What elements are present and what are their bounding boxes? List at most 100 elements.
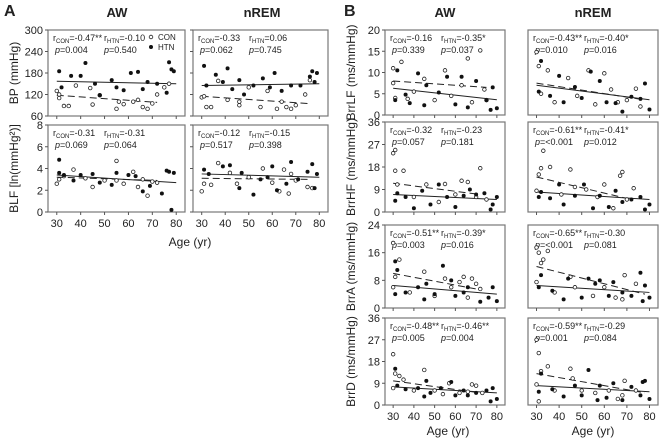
stat-r: r (390, 321, 393, 331)
chart-panel-B-BrrHF-nREM: rCON=-0.61** rHTN=-0.41*p=<0.001 p=0.012 (527, 121, 659, 215)
y-tick-label: 36 (368, 117, 380, 129)
con-data-point (568, 366, 573, 371)
htn-data-point (536, 195, 541, 199)
con-regression-line (56, 94, 158, 103)
htn-data-point (314, 171, 319, 176)
con-data-point (473, 281, 479, 286)
htn-data-point (449, 380, 454, 385)
stat-value: =0.012 (589, 137, 617, 147)
stat-value: =-0.61** (549, 125, 582, 135)
stat-value: =0.004 (446, 333, 474, 343)
p-con-stat: p=0.005 (391, 333, 425, 343)
stat-value: =-0.31 (119, 128, 145, 138)
htn-data-point (140, 87, 145, 92)
htn-data-point (202, 63, 207, 68)
htn-data-point (640, 299, 645, 304)
htn-data-point (114, 85, 119, 90)
htn-data-point (539, 59, 544, 64)
htn-data-point (539, 273, 544, 278)
htn-data-point (550, 387, 555, 392)
con-data-point (288, 106, 294, 112)
con-data-point (459, 83, 464, 88)
con-data-point (73, 83, 79, 88)
con-data-point (208, 104, 214, 110)
con-data-point (407, 290, 412, 295)
htn-data-point (227, 163, 232, 168)
con-data-point (432, 97, 437, 103)
p-htn-stat: p=0.064 (103, 140, 137, 150)
htn-data-point (539, 190, 544, 194)
con-data-point (199, 189, 204, 194)
con-data-point (538, 260, 544, 266)
panel-label-b: B (344, 3, 356, 20)
htn-data-point (424, 378, 429, 383)
con-data-point (552, 100, 557, 105)
y-tick-label: 4 (37, 164, 43, 176)
x-tick-label: 80 (491, 411, 503, 423)
con-data-point (602, 285, 607, 290)
con-data-point (114, 158, 119, 164)
htn-data-point (620, 398, 625, 403)
htn-data-point (572, 84, 577, 89)
stat-r: r (390, 125, 393, 135)
con-data-point (131, 99, 136, 104)
htn-data-point (436, 90, 441, 95)
con-data-point (288, 171, 294, 177)
x-tick-label: 40 (553, 411, 565, 423)
stat-r: r (198, 128, 201, 138)
p-htn-stat: p=0.004 (440, 333, 474, 343)
p-con-stat: p=0.062 (199, 45, 233, 55)
stat-group: CON (536, 234, 549, 240)
con-data-point (457, 279, 462, 285)
stat-value: =-0.39* (456, 228, 486, 238)
con-data-point (440, 391, 446, 397)
htn-data-point (597, 79, 602, 83)
x-tick-label: 30 (51, 218, 63, 230)
stat-p: p (440, 333, 446, 343)
htn-data-point (642, 81, 647, 86)
con-data-point (568, 167, 573, 172)
htn-data-point (629, 293, 634, 298)
column-title-b-nrem: nREM (575, 5, 612, 20)
stat-value: =0.398 (254, 140, 282, 150)
stat-group: CON (536, 39, 549, 45)
stat-r: r (104, 33, 107, 43)
con-data-point (390, 80, 396, 86)
r-htn-stat: rHTN=-0.10 (104, 33, 145, 45)
htn-data-point (220, 79, 225, 84)
p-htn-stat: p=0.037 (440, 45, 474, 55)
p-con-stat: p=0.004 (54, 45, 88, 55)
htn-data-point (251, 83, 256, 88)
stat-r: r (53, 33, 56, 43)
htn-data-point (121, 88, 126, 93)
htn-data-point (171, 69, 176, 74)
stat-r: r (441, 321, 444, 331)
stat-group: HTN (252, 134, 264, 140)
con-data-point (201, 181, 207, 186)
con-regression-line (393, 80, 487, 88)
htn-data-point (251, 192, 256, 197)
stat-p: p (440, 45, 446, 55)
stat-value: =-0.23 (456, 125, 482, 135)
con-data-point (457, 390, 462, 396)
htn-data-point (478, 299, 483, 304)
x-tick-label: 70 (470, 411, 482, 423)
htn-data-point (629, 197, 634, 202)
con-data-point (56, 177, 62, 182)
htn-data-point (140, 189, 145, 194)
stat-value: =0.037 (446, 45, 474, 55)
con-data-point (478, 166, 483, 171)
htn-data-point (606, 293, 611, 298)
htn-data-point (289, 83, 294, 88)
con-data-point (606, 388, 612, 393)
con-data-point (61, 103, 67, 109)
stat-p: p (440, 240, 446, 250)
chart-panel-A-BP-nREM: rCON=-0.33 rHTN=0.06p=0.062 p=0.745 (190, 29, 329, 119)
y-tick-label: 0 (374, 207, 380, 219)
htn-data-point (490, 85, 495, 90)
con-data-point (293, 103, 298, 108)
con-data-point (246, 85, 251, 90)
y-tick-label: 20 (368, 25, 380, 37)
htn-data-point (494, 299, 499, 304)
